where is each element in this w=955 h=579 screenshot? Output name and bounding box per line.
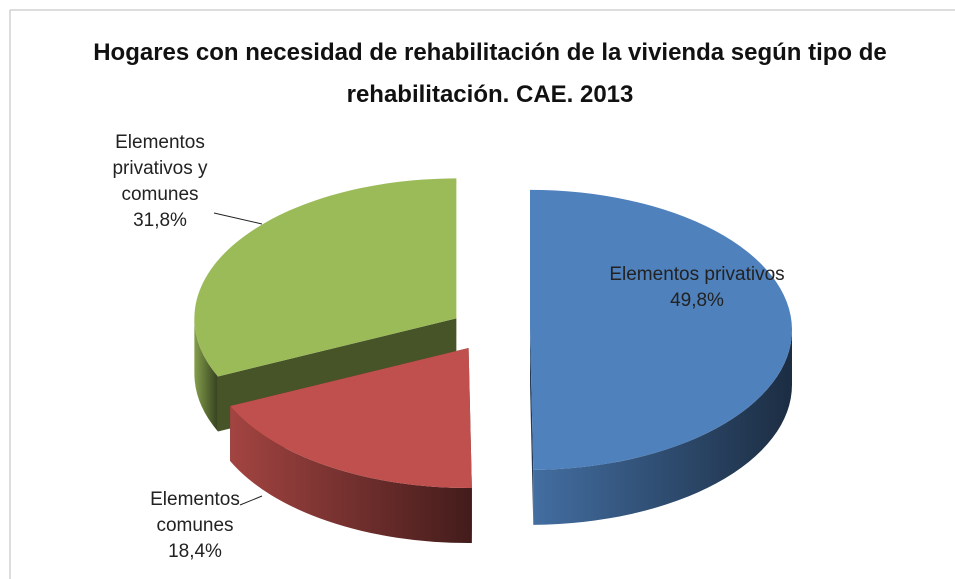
leader-line xyxy=(239,495,263,506)
slice-side xyxy=(230,406,472,544)
data-label: Elementos comunes 18,4% xyxy=(115,487,275,565)
data-label: Elementos privativos y comunes 31,8% xyxy=(80,130,240,234)
category-label: Elementos comunes xyxy=(150,489,240,536)
leader-line xyxy=(213,212,263,225)
value-label: 18,4% xyxy=(168,541,222,562)
category-label: Elementos privativos xyxy=(609,264,785,285)
value-label: 49,8% xyxy=(670,290,724,311)
slice xyxy=(230,348,472,489)
category-label: Elementos privativos y comunes xyxy=(112,132,208,205)
slice xyxy=(194,178,457,377)
slice-side xyxy=(533,329,792,525)
chart-title: Hogares con necesidad de rehabilitación … xyxy=(93,39,887,108)
slice-face xyxy=(529,329,534,525)
slice xyxy=(529,189,792,470)
value-label: 31,8% xyxy=(133,210,187,231)
slice-side xyxy=(194,318,218,432)
data-label: Elementos privativos 49,8% xyxy=(607,262,787,314)
